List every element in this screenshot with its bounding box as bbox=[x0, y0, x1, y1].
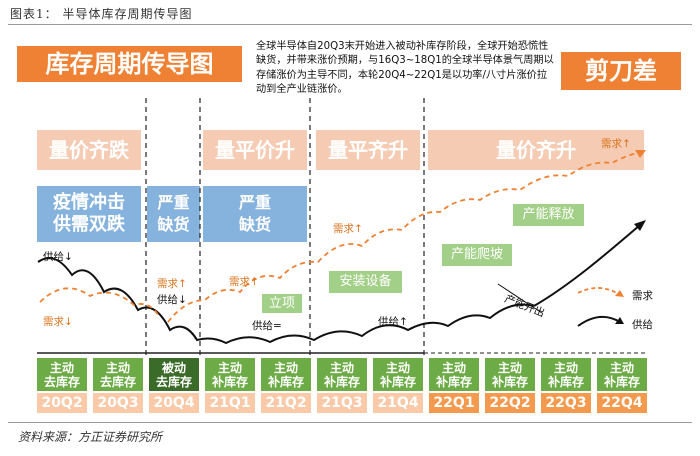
green-box-ramp: 产能爬坡 bbox=[442, 244, 512, 266]
label-demand-up-3: 需求↑ bbox=[333, 223, 363, 235]
demand-arrowhead bbox=[635, 150, 646, 158]
quarter-cell: 21Q1 bbox=[205, 393, 255, 413]
stage-line1: 被动 bbox=[161, 360, 186, 375]
stage-cell: 主动 去库存 bbox=[37, 358, 87, 391]
scissor-label: 剪刀差 bbox=[561, 52, 681, 90]
stage-line2: 补库存 bbox=[267, 374, 304, 389]
legend-demand-line bbox=[577, 287, 621, 296]
supply-curve bbox=[37, 257, 535, 345]
main-title: 库存周期传导图 bbox=[17, 46, 242, 82]
stage-line1: 主动 bbox=[385, 360, 410, 375]
blue-box-line2: 供需双跌 bbox=[53, 214, 125, 235]
blue-box-line1: 疫情冲击 bbox=[53, 192, 125, 213]
blue-box-line2: 缺货 bbox=[238, 215, 271, 234]
supply-arrowhead bbox=[634, 220, 646, 231]
stage-cell: 主动 补库存 bbox=[373, 358, 423, 391]
capacity-arrow bbox=[497, 283, 543, 314]
green-box-install: 安装设备 bbox=[329, 271, 402, 293]
stage-line1: 主动 bbox=[553, 360, 578, 375]
quarter-cell: 21Q3 bbox=[317, 393, 367, 413]
blue-box-line2: 缺货 bbox=[157, 215, 190, 234]
bottom-divider bbox=[8, 422, 692, 423]
stage-cell: 主动 补库存 bbox=[541, 358, 591, 391]
stage-line1: 主动 bbox=[497, 360, 522, 375]
stage-line2: 补库存 bbox=[603, 374, 640, 389]
blue-box-line1: 严重 bbox=[157, 193, 190, 212]
legend-supply-label: 供给 bbox=[632, 319, 653, 331]
quarter-cell: 20Q2 bbox=[37, 393, 87, 413]
stage-line1: 主动 bbox=[609, 360, 634, 375]
stage-line2: 去库存 bbox=[155, 374, 192, 389]
quarter-cell: 20Q3 bbox=[93, 393, 143, 413]
quarter-cell: 20Q4 bbox=[149, 393, 199, 413]
legend-supply-arrow bbox=[615, 317, 624, 324]
blue-box-shortage-2: 严重 缺货 bbox=[203, 186, 307, 242]
legend-demand-label: 需求 bbox=[632, 290, 653, 302]
quarter-cell: 21Q4 bbox=[373, 393, 423, 413]
stage-cell: 主动 补库存 bbox=[429, 358, 479, 391]
green-box-release: 产能释放 bbox=[513, 204, 584, 226]
stage-line2: 补库存 bbox=[379, 374, 416, 389]
phase-price-volume-fall: 量价齐跌 bbox=[37, 130, 141, 170]
demand-curve-early bbox=[39, 287, 161, 319]
blue-box-epidemic: 疫情冲击 供需双跌 bbox=[37, 186, 141, 242]
quarter-cell: 22Q4 bbox=[597, 393, 647, 413]
stage-cell: 主动 补库存 bbox=[317, 358, 367, 391]
blue-box-line1: 严重 bbox=[238, 193, 271, 212]
quarter-cell: 22Q2 bbox=[485, 393, 535, 413]
label-supply-eq: 供给= bbox=[252, 320, 282, 332]
supply-curve-tail bbox=[533, 224, 641, 307]
stage-cell: 被动 去库存 bbox=[149, 358, 199, 391]
phase-volume-flat-price-up: 量平价升 bbox=[203, 130, 307, 170]
stage-line1: 主动 bbox=[273, 360, 298, 375]
title-divider bbox=[8, 24, 692, 25]
source-note: 资料来源：方正证券研究所 bbox=[18, 430, 163, 444]
green-box-project: 立项 bbox=[262, 294, 302, 313]
stage-line1: 主动 bbox=[329, 360, 354, 375]
label-demand-up-4: 需求↑ bbox=[601, 138, 631, 150]
stage-cell: 主动 补库存 bbox=[485, 358, 535, 391]
quarter-cell: 22Q1 bbox=[429, 393, 479, 413]
stage-line2: 补库存 bbox=[547, 374, 584, 389]
stage-line2: 补库存 bbox=[435, 374, 472, 389]
stage-line1: 主动 bbox=[217, 360, 242, 375]
stage-cell: 主动 补库存 bbox=[597, 358, 647, 391]
quarter-cell: 21Q2 bbox=[261, 393, 311, 413]
stage-line2: 去库存 bbox=[99, 374, 136, 389]
label-supply-up: 供给↑ bbox=[378, 316, 408, 328]
stage-line2: 补库存 bbox=[491, 374, 528, 389]
demand-curve-rise bbox=[167, 151, 641, 323]
legend-supply-line bbox=[577, 315, 621, 327]
phase-dividers bbox=[145, 98, 425, 356]
quarter-cell: 22Q3 bbox=[541, 393, 591, 413]
label-demand-up-1: 需求↑ bbox=[157, 278, 187, 290]
label-supply-down: 供给↓ bbox=[43, 251, 73, 263]
label-supply-down-2: 供给↓ bbox=[157, 294, 187, 306]
figure-label: 图表1： 半导体库存周期传导图 bbox=[10, 7, 193, 21]
description: 全球半导体自20Q3末开始进入被动补库存阶段，全球开始恐慌性缺货，并带来涨价预期… bbox=[256, 41, 554, 96]
label-demand-up-2: 需求↑ bbox=[229, 276, 259, 288]
phase-volume-flat-both-up: 量平齐升 bbox=[316, 130, 420, 170]
stage-line2: 补库存 bbox=[211, 374, 248, 389]
stage-cell: 主动 去库存 bbox=[93, 358, 143, 391]
label-demand-down: 需求↓ bbox=[43, 316, 73, 328]
stage-line2: 去库存 bbox=[43, 374, 80, 389]
stage-cell: 主动 补库存 bbox=[205, 358, 255, 391]
stage-line1: 主动 bbox=[441, 360, 466, 375]
legend-demand-arrow bbox=[615, 290, 624, 297]
stage-line1: 主动 bbox=[49, 360, 74, 375]
stage-line2: 补库存 bbox=[323, 374, 360, 389]
stage-line1: 主动 bbox=[105, 360, 130, 375]
blue-box-shortage-1: 严重 缺货 bbox=[147, 186, 200, 242]
stage-cell: 主动 补库存 bbox=[261, 358, 311, 391]
